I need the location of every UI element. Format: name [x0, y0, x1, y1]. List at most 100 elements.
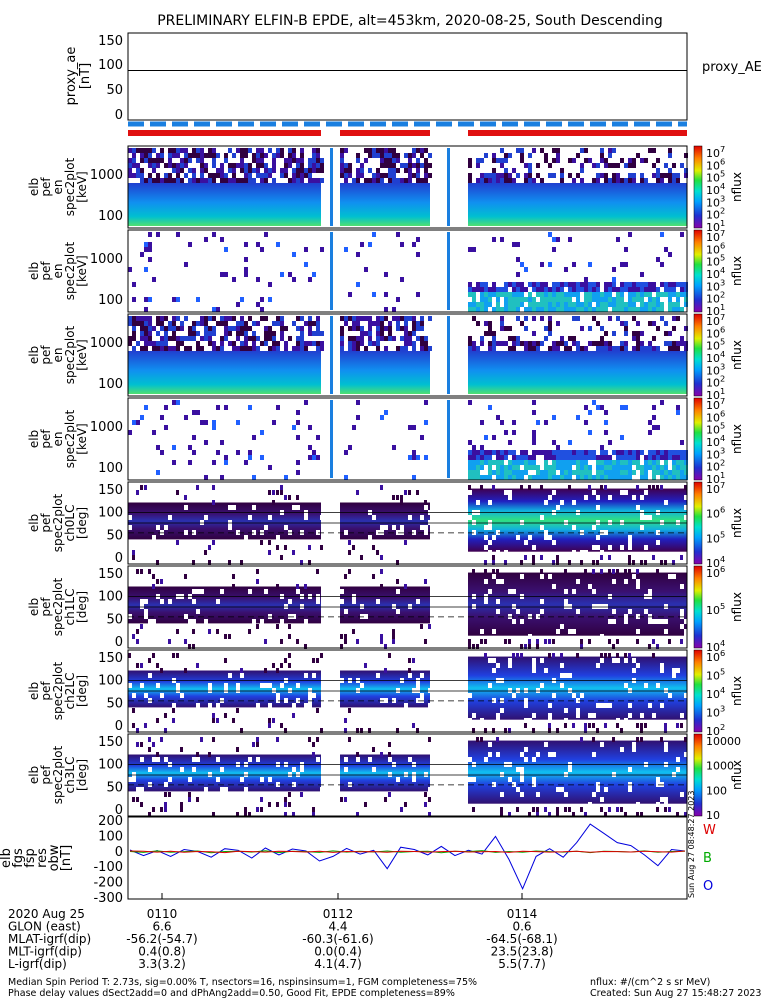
spectrogram-cell: [424, 420, 428, 425]
spectrogram-cell: [600, 460, 604, 465]
spectrogram-cell: [624, 470, 628, 475]
pitch-cell: [288, 495, 291, 500]
spectrogram-cell: [684, 292, 688, 297]
spectrogram-cell: [164, 346, 168, 351]
pitch-cell: [620, 520, 624, 525]
spectrogram-cell: [468, 168, 472, 173]
spectrogram-cell: [596, 158, 600, 163]
spectrogram-cell: [256, 158, 260, 163]
spectrogram-cell: [664, 158, 668, 163]
spectrogram-cell: [480, 326, 484, 331]
spectrogram-cell: [364, 163, 368, 168]
pitch-cell: [484, 579, 488, 584]
spectrogram-cell: [348, 331, 352, 336]
spectrogram-cell: [540, 321, 544, 326]
spectrogram-cell: [200, 168, 204, 173]
spectrogram-cell: [472, 297, 476, 302]
spectrogram-cell: [640, 302, 644, 307]
spectrogram-cell: [536, 148, 540, 153]
spectrogram-cell: [648, 287, 652, 292]
spectrogram-cell: [656, 470, 660, 475]
spectrogram-cell: [216, 336, 220, 341]
spectrogram-cell: [304, 148, 308, 153]
spectrogram-cell: [376, 331, 380, 336]
panel-ylabel: pef: [39, 765, 53, 785]
pitch-cell: [640, 713, 644, 718]
proxy-ytick: 150: [98, 34, 123, 49]
pitch-cell: [548, 718, 552, 723]
spectrogram-cell: [472, 316, 476, 321]
pitch-cell: [576, 653, 579, 658]
spectrogram-cell: [372, 168, 376, 173]
pitch-cell: [640, 728, 643, 733]
spectrogram-cell: [664, 470, 668, 475]
pitch-cell: [560, 653, 563, 658]
spectrogram-cell: [552, 158, 556, 163]
spectrogram-cell: [184, 173, 188, 178]
spectrogram-cell: [500, 326, 504, 331]
pitch-cell: [592, 490, 596, 495]
spectrogram-cell: [340, 326, 344, 331]
spectrogram-cell: [652, 163, 656, 168]
spectrogram-cell: [584, 460, 588, 465]
spectrogram-cell: [316, 336, 320, 341]
pitch-cell: [148, 747, 151, 752]
spectrogram-cell: [256, 326, 260, 331]
spectrogram-cell: [660, 341, 664, 346]
spectrogram-cell: [368, 326, 372, 331]
spectrogram-cell: [600, 307, 604, 312]
spectrogram-cell: [616, 173, 620, 178]
colorbar-label: nflux: [730, 424, 744, 454]
spectrogram-cell: [392, 326, 396, 331]
spectrogram-cell: [568, 237, 572, 242]
pitch-cell: [552, 752, 556, 757]
spectrogram-cell: [672, 302, 676, 307]
spectrogram-cell: [296, 178, 300, 183]
spectrogram-cell: [204, 178, 208, 183]
spectrogram-cell: [496, 346, 500, 351]
spectrogram-cell: [588, 158, 592, 163]
spectrogram-cell: [260, 307, 264, 312]
pitch-cell: [428, 624, 431, 629]
spectrogram-cell: [656, 257, 660, 262]
spectrogram-cell: [580, 302, 584, 307]
spectrogram-cell: [548, 153, 552, 158]
spectrogram-cell: [248, 331, 252, 336]
legend-o: O: [703, 879, 713, 894]
spectrogram-cell: [312, 331, 316, 336]
pitch-cell: [544, 742, 548, 747]
pitch-cell: [224, 683, 228, 688]
spectrogram-cell: [236, 302, 240, 307]
pitch-cell: [504, 490, 508, 495]
spectrogram-cell: [616, 292, 620, 297]
spectrogram-cell: [408, 158, 412, 163]
pitch-cell: [252, 742, 255, 747]
pitch-cell: [484, 535, 488, 540]
spectrogram-cell: [200, 163, 204, 168]
spectrogram-cell: [612, 178, 616, 183]
pitch-cell: [564, 723, 567, 728]
spectrogram-cell: [276, 321, 280, 326]
pitch-cell: [212, 737, 215, 742]
footer-row-label: 2020 Aug 25: [8, 907, 85, 921]
pitch-cell: [636, 505, 640, 510]
colorbar-tick-label: 102: [706, 206, 725, 222]
pitch-cell: [532, 728, 535, 733]
spectrogram-cell: [536, 336, 540, 341]
spectrogram-cell: [644, 326, 648, 331]
spectrogram-cell: [664, 336, 668, 341]
spectrogram-cell: [356, 415, 360, 420]
spectrogram-cell: [648, 336, 652, 341]
pitch-cell: [356, 688, 360, 693]
pitch-cell: [232, 584, 235, 589]
spectrogram-cell: [672, 173, 676, 178]
pitch-cell: [636, 639, 639, 644]
pitch-cell: [492, 569, 495, 574]
footer-row-label: MLT-igrf(dip): [8, 945, 82, 959]
spectrogram-cell: [544, 302, 548, 307]
spectrogram-cell: [680, 346, 684, 351]
pitch-cell: [508, 777, 512, 782]
spectrogram-cell: [340, 173, 344, 178]
pitch-cell: [296, 584, 299, 589]
spectrogram-cell: [224, 405, 228, 410]
